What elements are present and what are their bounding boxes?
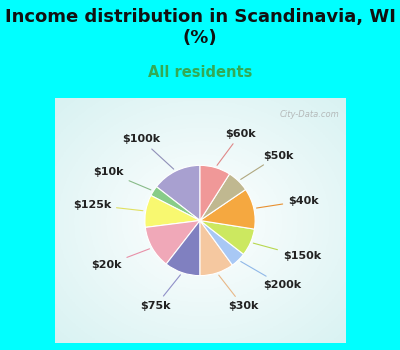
Text: $30k: $30k xyxy=(219,275,258,312)
Wedge shape xyxy=(200,220,232,276)
Text: Income distribution in Scandinavia, WI
(%): Income distribution in Scandinavia, WI (… xyxy=(4,8,396,47)
Text: $75k: $75k xyxy=(140,275,180,311)
Wedge shape xyxy=(200,174,246,220)
Text: $100k: $100k xyxy=(122,134,174,169)
Wedge shape xyxy=(145,195,200,228)
Wedge shape xyxy=(151,187,200,220)
Text: $50k: $50k xyxy=(241,150,293,180)
Wedge shape xyxy=(200,189,255,229)
Wedge shape xyxy=(200,220,254,254)
Text: $150k: $150k xyxy=(253,243,321,261)
Wedge shape xyxy=(200,166,230,220)
Wedge shape xyxy=(145,220,200,264)
Text: All residents: All residents xyxy=(148,65,252,80)
Text: City-Data.com: City-Data.com xyxy=(280,110,340,119)
Text: $125k: $125k xyxy=(73,200,143,211)
Wedge shape xyxy=(156,166,200,220)
Text: $40k: $40k xyxy=(256,196,319,208)
Text: $60k: $60k xyxy=(217,129,256,165)
Wedge shape xyxy=(200,220,244,265)
Text: $200k: $200k xyxy=(241,261,301,290)
Text: $20k: $20k xyxy=(91,249,150,270)
Wedge shape xyxy=(166,220,200,276)
Text: $10k: $10k xyxy=(93,167,151,190)
